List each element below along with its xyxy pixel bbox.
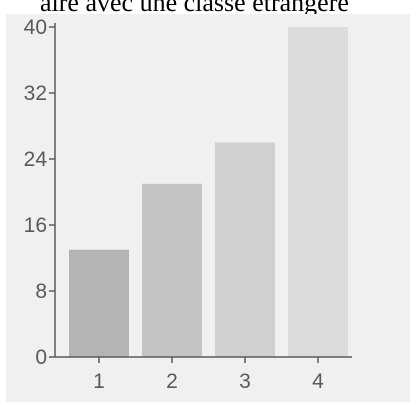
y-tick-label: 16 (24, 214, 47, 237)
x-tick-label: 1 (93, 370, 105, 393)
bars-group (69, 27, 348, 357)
x-tick-label: 2 (166, 370, 178, 393)
bar-2 (142, 183, 202, 357)
y-tick-label: 24 (24, 148, 48, 171)
y-tick-label: 8 (35, 280, 47, 303)
y-tick-label: 0 (35, 346, 47, 369)
x-tick-label: 3 (239, 370, 251, 393)
axes-group (49, 23, 352, 363)
bar-1 (69, 249, 129, 357)
page-caption: aire avec une classe étrangère (40, 0, 349, 17)
y-tick-labels: 0 8 16 24 32 40 (24, 16, 48, 369)
x-tick-labels: 1 2 3 4 (93, 370, 324, 393)
bar-4 (288, 27, 348, 357)
y-tick-label: 40 (24, 16, 47, 39)
y-tick-label: 32 (24, 82, 47, 105)
x-tick-label: 4 (312, 370, 324, 393)
bar-3 (215, 142, 275, 357)
